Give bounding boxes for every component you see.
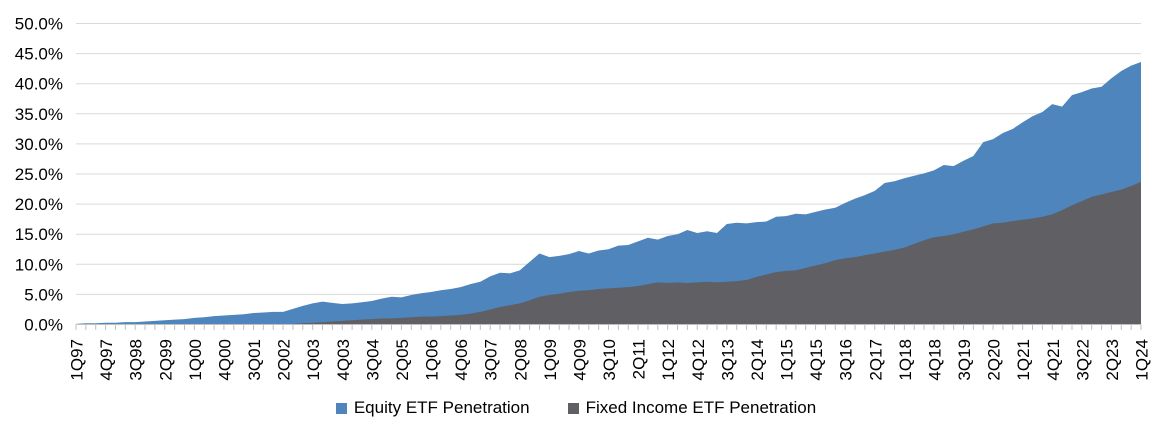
x-axis-tick-label: 4Q21 — [1044, 339, 1063, 381]
x-axis-tick-label: 2Q17 — [866, 339, 885, 381]
x-axis-tick-label: 4Q09 — [570, 339, 589, 381]
x-axis-tick-label: 1Q15 — [778, 339, 797, 381]
x-axis-tick-label: 3Q10 — [600, 339, 619, 381]
chart-legend: Equity ETF Penetration Fixed Income ETF … — [0, 398, 1152, 418]
x-axis-tick-label: 1Q09 — [541, 339, 560, 381]
x-axis-tick-label: 4Q97 — [97, 339, 116, 381]
legend-label-equity: Equity ETF Penetration — [353, 398, 530, 417]
x-axis-tick-label: 2Q14 — [748, 339, 767, 381]
x-axis-tick-label: 4Q03 — [334, 339, 353, 381]
x-axis-tick-label: 3Q04 — [363, 339, 382, 381]
legend-item-equity: Equity ETF Penetration — [335, 398, 530, 418]
y-axis-tick-label: 45.0% — [15, 45, 63, 64]
x-axis-tick-label: 1Q12 — [659, 339, 678, 381]
y-axis-tick-label: 10.0% — [15, 255, 63, 274]
x-axis-tick-label: 4Q18 — [925, 339, 944, 381]
x-axis-tick-label: 2Q02 — [275, 339, 294, 381]
x-axis-tick-label: 2Q20 — [985, 339, 1004, 381]
x-axis-tick-label: 4Q00 — [215, 339, 234, 381]
x-axis-tick-label: 4Q15 — [807, 339, 826, 381]
legend-label-fixed-income: Fixed Income ETF Penetration — [585, 398, 817, 417]
x-axis-tick-label: 2Q11 — [630, 339, 649, 379]
legend-swatch-equity-icon — [335, 402, 347, 414]
x-axis-tick-label: 1Q24 — [1133, 339, 1152, 381]
y-axis-tick-label: 20.0% — [15, 195, 63, 214]
y-axis-tick-label: 25.0% — [15, 165, 63, 184]
x-axis-tick-label: 1Q06 — [423, 339, 442, 381]
x-axis-tick-label: 3Q22 — [1073, 339, 1092, 381]
x-axis-tick-label: 3Q13 — [718, 339, 737, 381]
y-axis-tick-label: 30.0% — [15, 135, 63, 154]
x-axis-tick-label: 1Q18 — [896, 339, 915, 381]
y-axis-tick-label: 40.0% — [15, 75, 63, 94]
x-axis-tick-label: 1Q00 — [186, 339, 205, 381]
chart-plot-svg: 50.0% 45.0% 40.0% 35.0% 30.0% 25.0% 20.0% 15.0%… — [15, 15, 1152, 381]
x-axis-tick-label: 3Q98 — [127, 339, 146, 381]
legend-swatch-fixed-income-icon — [567, 402, 579, 414]
x-axis-tick-label: 1Q97 — [68, 339, 87, 381]
y-axis-tick-label: 15.0% — [15, 225, 63, 244]
y-axis-tick-label: 5.0% — [24, 285, 63, 304]
y-axis-tick-label: 35.0% — [15, 105, 63, 124]
x-axis-tick-label: 2Q05 — [393, 339, 412, 381]
x-axis-tick-label: 4Q06 — [452, 339, 471, 381]
y-axis-tick-label: 50.0% — [15, 15, 63, 34]
x-axis-tick-label: 3Q19 — [955, 339, 974, 381]
legend-item-fixed-income: Fixed Income ETF Penetration — [567, 398, 817, 418]
x-axis-tick-label: 3Q16 — [837, 339, 856, 381]
x-axis-tick-label: 2Q08 — [511, 339, 530, 381]
fixed-income-area-series — [76, 181, 1141, 325]
x-axis-tick-label: 3Q07 — [482, 339, 501, 381]
x-axis-tick-label: 2Q23 — [1103, 339, 1122, 381]
x-axis-tick-label: 1Q21 — [1014, 339, 1033, 381]
y-axis-tick-label: 0.0% — [24, 316, 63, 335]
x-axis-tick-label: 1Q03 — [304, 339, 323, 381]
x-axis-tick-label: 3Q01 — [245, 339, 264, 381]
x-axis-tick-label: 2Q99 — [156, 339, 175, 381]
x-axis-tick-label: 4Q12 — [689, 339, 708, 381]
